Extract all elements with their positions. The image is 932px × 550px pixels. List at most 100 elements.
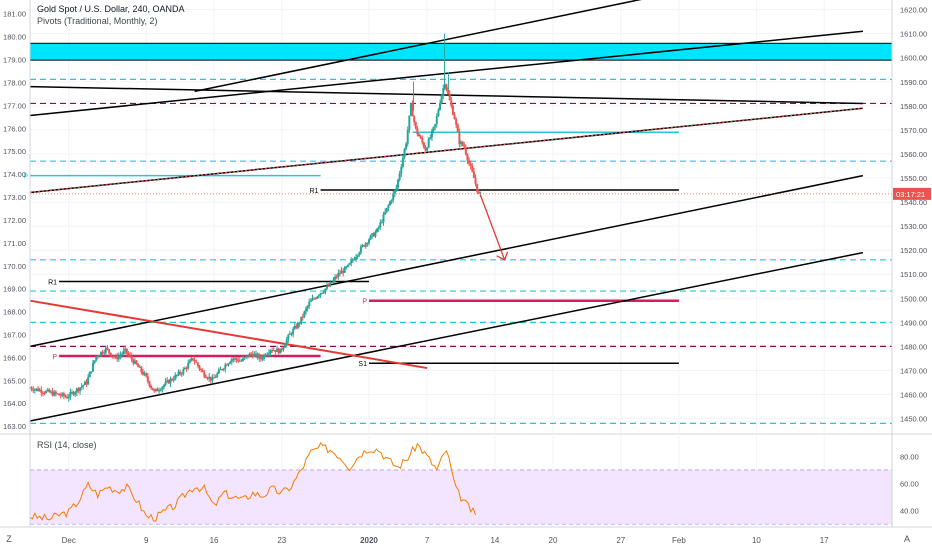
- candle-body: [91, 363, 94, 372]
- candle-body: [317, 295, 320, 297]
- x-axis-tick: 23: [277, 536, 286, 545]
- candle-body: [46, 389, 49, 391]
- right-axis-tick: 1470.00: [900, 366, 927, 375]
- pivot-label: P: [23, 174, 28, 181]
- left-axis-tick: 165.00: [3, 376, 26, 385]
- candle-body: [408, 115, 411, 131]
- candle-body: [385, 207, 388, 212]
- candle-body: [179, 371, 182, 374]
- candle-body: [70, 391, 73, 393]
- candle-body: [83, 381, 86, 386]
- candle-body: [112, 356, 115, 358]
- pivot-label: P: [52, 354, 57, 361]
- candle-body: [88, 371, 91, 378]
- candle-body: [293, 325, 296, 329]
- red-trend-line: [29, 299, 428, 370]
- candle-body: [308, 301, 311, 306]
- candle-body: [388, 201, 391, 206]
- left-axis-tick: 169.00: [3, 285, 26, 294]
- candle-body: [413, 116, 416, 123]
- x-axis-tick: 20: [549, 536, 558, 545]
- pivot-label: R1: [48, 279, 57, 286]
- candle-body: [466, 154, 469, 161]
- candle-body: [419, 136, 422, 139]
- candle-body: [148, 381, 151, 386]
- candle-body: [95, 356, 98, 361]
- candle-body: [143, 373, 146, 375]
- candle-body: [418, 134, 421, 137]
- channel-lines: [29, 0, 864, 422]
- candle-body: [43, 392, 46, 394]
- right-axis-tick: 1520.00: [900, 246, 927, 255]
- candle-body: [453, 114, 456, 120]
- candle-body: [117, 356, 120, 360]
- candle-body: [258, 355, 261, 359]
- candle-body: [477, 191, 480, 194]
- candle-body: [133, 360, 136, 364]
- candle-body: [259, 355, 262, 359]
- candle-body: [456, 124, 459, 132]
- candle-body: [119, 355, 122, 357]
- candle-body: [430, 130, 433, 138]
- candle-body: [338, 272, 341, 274]
- candle-body: [440, 95, 443, 104]
- candle-body: [77, 388, 80, 392]
- auto-scale-button[interactable]: A: [903, 534, 910, 544]
- timezone-button[interactable]: Z: [6, 534, 12, 544]
- candle-body: [403, 148, 406, 158]
- candle-body: [234, 358, 237, 360]
- candle-body: [340, 270, 343, 274]
- candle-body: [469, 163, 472, 167]
- candle-body: [41, 392, 44, 394]
- candle-body: [305, 308, 308, 312]
- candle-body: [421, 138, 424, 143]
- candle-body: [350, 260, 353, 264]
- candle-body: [240, 360, 243, 362]
- candle-body: [447, 89, 450, 94]
- candle-body: [121, 354, 124, 356]
- rsi-pane: [0, 433, 932, 525]
- candle-body: [474, 177, 477, 184]
- left-axis-tick: 170.00: [3, 262, 26, 271]
- candle-body: [238, 360, 241, 362]
- candle-body: [416, 128, 419, 135]
- candle-body: [164, 381, 167, 385]
- x-axis-tick: 17: [820, 536, 829, 545]
- left-axis-tick: 166.00: [3, 353, 26, 362]
- candle-body: [442, 88, 445, 96]
- candle-body: [156, 388, 159, 392]
- rsi-axis-tick: 80.00: [900, 452, 919, 461]
- rsi-axis-tick: 60.00: [900, 480, 919, 489]
- candle-body: [479, 192, 482, 194]
- candle-body: [319, 293, 322, 296]
- candle-body: [334, 276, 337, 280]
- arrow-shaft: [479, 194, 506, 261]
- candle-body: [398, 173, 401, 180]
- candle-body: [158, 390, 161, 392]
- x-axis-tick: 27: [616, 536, 625, 545]
- left-axis-tick: 168.00: [3, 308, 26, 317]
- candle-body: [100, 351, 103, 356]
- candle-body: [174, 374, 177, 380]
- candle-series: [29, 33, 892, 402]
- candle-body: [175, 374, 178, 376]
- candle-body: [230, 358, 233, 363]
- candle-body: [98, 355, 101, 357]
- right-axis-tick: 1600.00: [900, 54, 927, 63]
- candle-body: [172, 379, 175, 381]
- x-axis-tick: 2020: [360, 536, 378, 545]
- resistance-zone: [29, 42, 893, 61]
- candle-body: [62, 393, 65, 397]
- candle-body: [129, 354, 132, 356]
- candle-body: [132, 359, 135, 364]
- candle-body: [393, 190, 396, 194]
- channel-line: [29, 251, 864, 422]
- candle-body: [232, 358, 235, 360]
- channel-line: [29, 174, 864, 348]
- candle-body: [445, 84, 448, 90]
- candle-body: [190, 358, 193, 361]
- candle-body: [448, 93, 451, 101]
- mid-trend-overlay: [29, 107, 863, 193]
